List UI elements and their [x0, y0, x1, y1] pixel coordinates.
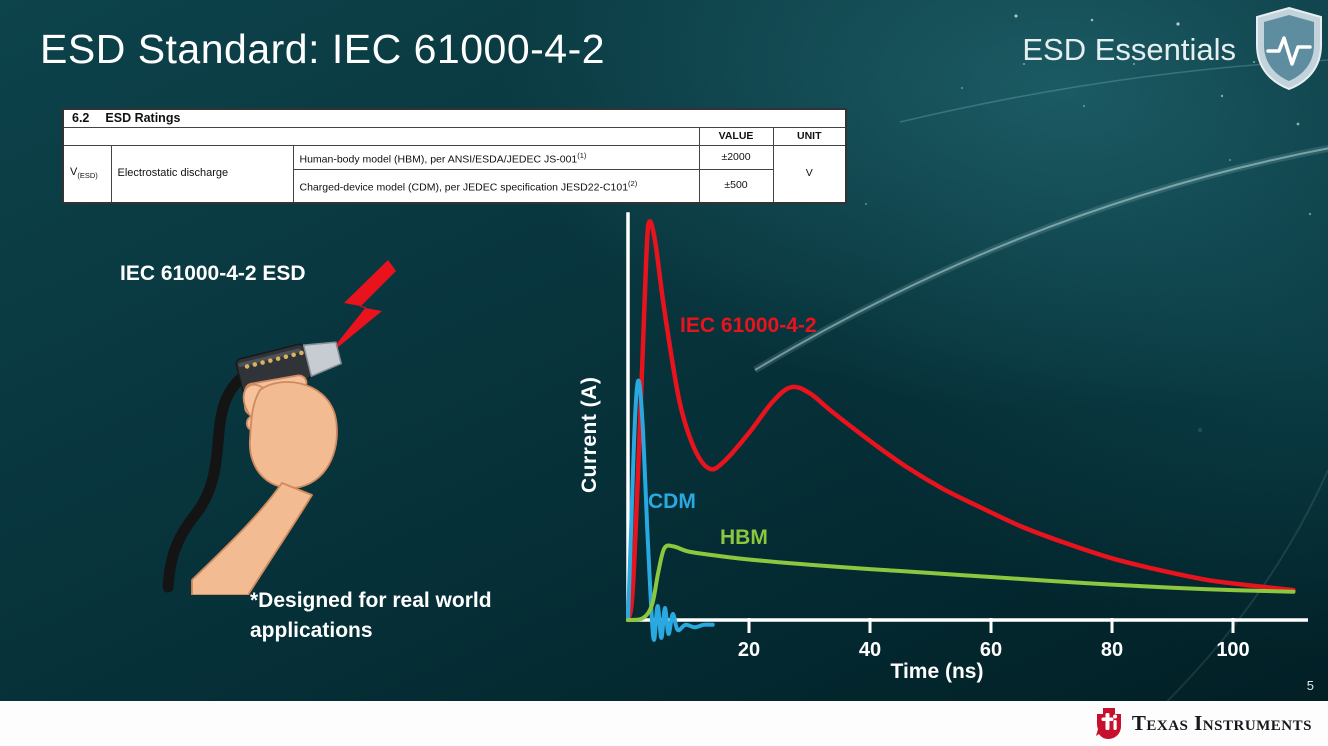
- table-header-row: VALUE UNIT: [62, 127, 847, 146]
- cable: [162, 367, 254, 593]
- unit-cell: V: [772, 145, 847, 203]
- hand-holding-hdmi-illustration: [162, 260, 396, 595]
- section-title: ESD Ratings: [105, 111, 181, 125]
- param-name-cell: Electrostatic discharge: [110, 145, 294, 203]
- x-tick-label: 100: [1216, 639, 1249, 661]
- x-tick-label: 60: [980, 639, 1002, 661]
- esd-ratings-table: 6.2 ESD Ratings VALUE UNIT V(ESD) Electro…: [62, 108, 847, 204]
- page-number: 5: [1306, 678, 1314, 693]
- series-label-hbm: HBM: [720, 526, 768, 549]
- illustration-caption: IEC 61000-4-2 ESD: [120, 262, 306, 285]
- table-row: Charged-device model (CDM), per JEDEC sp…: [63, 169, 846, 203]
- cdm-description-cell: Charged-device model (CDM), per JEDEC sp…: [292, 169, 700, 203]
- table-row: V(ESD) Electrostatic discharge Human-bod…: [62, 145, 847, 203]
- ti-logo-text: Texas Instruments: [1131, 711, 1312, 735]
- param-symbol: V: [70, 165, 78, 178]
- series-brand-title: ESD Essentials: [1022, 32, 1236, 67]
- series-path-CDM: [626, 378, 715, 642]
- hbm-description: Human-body model (HBM), per ANSI/ESDA/JE…: [299, 153, 578, 166]
- section-number: 6.2: [72, 111, 90, 125]
- cdm-description: Charged-device model (CDM), per JEDEC sp…: [299, 181, 629, 194]
- esd-shield-logo-icon: [1256, 6, 1322, 91]
- cdm-footnote-ref: (2): [628, 179, 638, 188]
- x-tick-label: 40: [859, 639, 881, 661]
- param-symbol-cell: V(ESD): [62, 145, 112, 203]
- footnote-line-2: applications: [250, 619, 373, 642]
- header-blank-cell: [62, 127, 700, 146]
- x-tick-label: 20: [738, 639, 760, 661]
- series-path-HBM: [626, 543, 1296, 622]
- hand: [191, 374, 338, 595]
- series-label-iec: IEC 61000-4-2: [680, 314, 817, 337]
- x-axis-label: Time (ns): [890, 660, 984, 683]
- table-section-header: 6.2 ESD Ratings: [62, 108, 847, 128]
- footnote-line-1: *Designed for real world: [250, 589, 492, 612]
- hbm-value-cell: ±2000: [698, 145, 774, 170]
- footnote: *Designed for real world applications: [250, 586, 492, 646]
- page-title: ESD Standard: IEC 61000-4-2: [40, 26, 606, 72]
- param-symbol-subscript: (ESD): [77, 170, 98, 180]
- unit-column-header: UNIT: [772, 127, 847, 146]
- chart-canvas: 20 40 60 80 100: [625, 212, 1308, 661]
- waveform-chart: 20 40 60 80 100 IEC 61000-4-2 CDM HBM: [592, 206, 1308, 676]
- lightning-bolt-icon: [326, 260, 396, 357]
- cdm-value-cell: ±500: [698, 169, 774, 203]
- series-label-cdm: CDM: [648, 490, 696, 513]
- table-section-row: 6.2 ESD Ratings: [62, 108, 847, 128]
- hbm-footnote-ref: (1): [577, 150, 587, 160]
- value-column-header: VALUE: [698, 127, 774, 146]
- x-tick-label: 80: [1101, 639, 1123, 661]
- footer-bar: Texas Instruments: [0, 701, 1328, 746]
- series-path-IEC 61000-4-2: [625, 219, 1296, 623]
- ti-logo-icon: [1095, 708, 1121, 739]
- hbm-description-cell: Human-body model (HBM), per ANSI/ESDA/JE…: [292, 145, 700, 170]
